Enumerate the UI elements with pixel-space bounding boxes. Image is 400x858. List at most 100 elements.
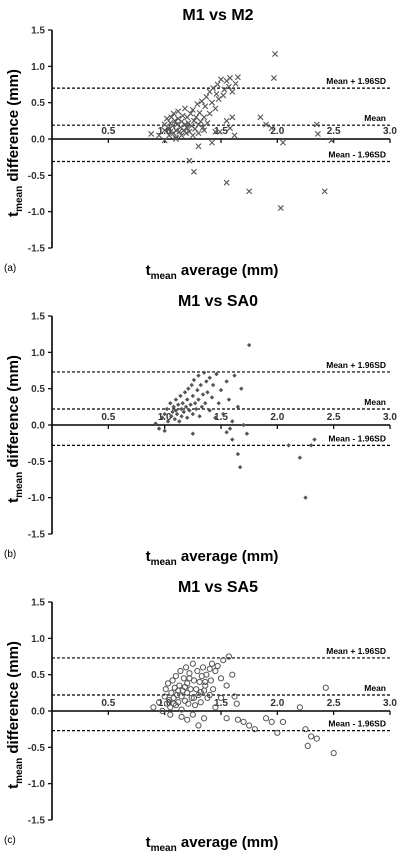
- data-point: [185, 397, 190, 402]
- data-point: [164, 680, 172, 687]
- data-point: [196, 397, 201, 402]
- data-point: [184, 125, 191, 132]
- data-point: [268, 718, 275, 725]
- x-axis-label-main: t: [146, 548, 151, 565]
- data-point: [191, 377, 197, 383]
- data-point: [216, 128, 223, 135]
- data-point: [201, 370, 207, 375]
- data-point: [192, 401, 198, 406]
- data-points: [148, 50, 335, 212]
- x-tick-label: 1.0: [158, 126, 172, 137]
- data-point: [185, 700, 192, 707]
- data-point: [170, 694, 177, 702]
- x-axis-label-rest: average (mm): [177, 262, 279, 279]
- x-axis-label: tmean average (mm): [146, 262, 279, 282]
- y-tick-label: -0.5: [28, 743, 46, 754]
- data-point: [214, 371, 219, 377]
- y-axis-label: tmean difference (mm): [5, 69, 25, 217]
- y-tick-label: 1.5: [31, 312, 45, 323]
- data-point: [184, 689, 191, 696]
- x-axis-label-main: t: [146, 262, 151, 279]
- data-points: [150, 653, 337, 757]
- data-point: [184, 716, 191, 723]
- data-point: [328, 137, 335, 144]
- data-point: [176, 682, 183, 689]
- data-point: [193, 686, 200, 693]
- data-point: [201, 114, 208, 121]
- data-point: [190, 431, 196, 436]
- reference-line-label: Mean - 1.96SD: [328, 150, 386, 160]
- data-point: [321, 188, 328, 195]
- x-tick-label: 3.0: [383, 698, 397, 709]
- x-axis-label-main: t: [146, 834, 151, 851]
- data-point: [322, 684, 329, 691]
- x-tick-label: 2.0: [270, 698, 284, 709]
- x-axis-label-rest: average (mm): [177, 548, 279, 565]
- data-point: [183, 404, 189, 410]
- data-point: [212, 667, 219, 675]
- data-point: [188, 402, 193, 407]
- data-point: [297, 455, 303, 460]
- data-point: [205, 390, 210, 395]
- data-point: [313, 121, 320, 128]
- data-point: [209, 395, 215, 400]
- data-point: [223, 715, 230, 722]
- y-axis-label-subscript: mean: [14, 472, 25, 498]
- data-point: [163, 115, 170, 122]
- data-point: [189, 106, 196, 113]
- data-point: [172, 127, 179, 134]
- y-tick-label: 1.0: [31, 634, 45, 645]
- data-point: [192, 125, 199, 132]
- data-point: [203, 671, 210, 678]
- data-point: [203, 93, 210, 100]
- data-point: [229, 114, 236, 121]
- data-point: [302, 726, 309, 733]
- chart-b: M1 vs SA0 1.5 1.0 0.5 0.0 -0.5 -1.0 -1.5 0.5 1.0 1…: [4, 293, 397, 568]
- x-tick-label: 2.5: [327, 126, 341, 137]
- x-axis-label-rest: average (mm): [177, 834, 279, 851]
- reference-line-label: Mean + 1.96SD: [326, 76, 386, 86]
- data-point: [262, 715, 270, 722]
- y-tick-label: -1.0: [28, 493, 46, 504]
- reference-line-label: Mean: [364, 683, 386, 693]
- data-point: [220, 92, 227, 99]
- data-point: [164, 406, 170, 412]
- y-tick-label: -1.5: [28, 244, 46, 255]
- y-tick-label: 0.0: [31, 707, 45, 718]
- data-point: [214, 662, 221, 670]
- data-point: [212, 704, 219, 711]
- data-point: [200, 392, 206, 397]
- data-point: [233, 700, 240, 707]
- data-point: [239, 386, 244, 391]
- data-point: [175, 108, 182, 115]
- y-axis-label-main: t: [5, 212, 22, 217]
- data-point: [208, 660, 216, 667]
- data-point: [180, 401, 185, 406]
- data-point: [212, 128, 219, 135]
- data-point: [218, 387, 224, 393]
- data-point: [214, 81, 221, 88]
- data-point: [202, 678, 209, 686]
- chart-title: M1 vs SA5: [178, 579, 258, 596]
- data-point: [235, 404, 241, 410]
- data-point: [161, 127, 168, 134]
- data-point: [195, 722, 202, 729]
- x-tick-label: 1.0: [158, 412, 172, 423]
- data-point: [175, 687, 182, 694]
- x-tick-label: 0.5: [101, 698, 115, 709]
- panel-a: M1 vs M2 1.5 1.0 0.5 0.0 -0.5 -1.0 -1.5 0.5 1.0 1.…: [0, 0, 400, 286]
- data-point: [232, 373, 237, 378]
- data-point: [161, 137, 168, 144]
- data-point: [169, 677, 176, 684]
- chart-title: M1 vs SA0: [178, 293, 258, 310]
- data-point: [235, 451, 241, 457]
- data-point: [177, 419, 182, 424]
- data-point: [167, 704, 174, 711]
- data-point: [313, 735, 320, 742]
- data-point: [227, 426, 233, 431]
- data-point: [206, 691, 213, 699]
- y-tick-label: -1.5: [28, 530, 46, 541]
- data-point: [234, 74, 241, 81]
- data-point: [272, 50, 279, 57]
- y-tick-label: 1.0: [31, 348, 45, 359]
